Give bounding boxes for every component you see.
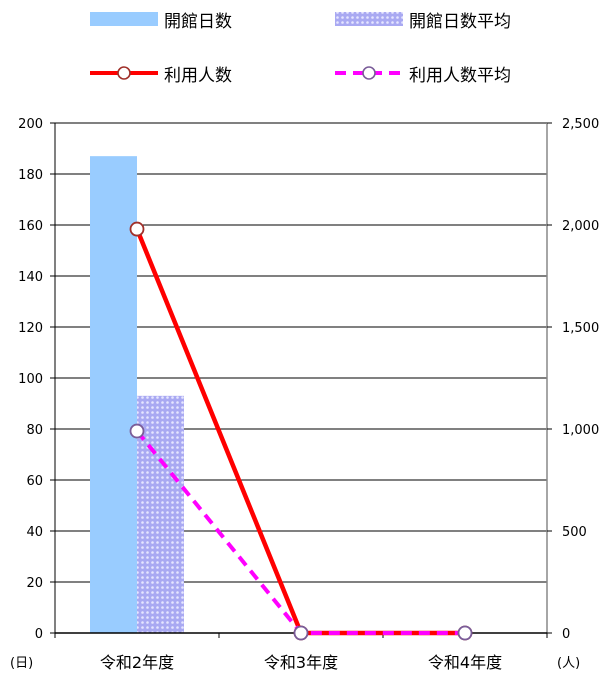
left-tick-label: 0 [35, 627, 43, 642]
left-tick-label: 60 [26, 474, 43, 489]
legend-label: 利用人数 [164, 66, 232, 86]
right-tick-label: 1,000 [562, 423, 599, 438]
left-tick-label: 80 [26, 423, 43, 438]
left-tick-label: 200 [18, 117, 43, 132]
category-label: 令和3年度 [264, 653, 338, 672]
lines [129, 221, 473, 641]
legend-label: 利用人数平均 [409, 66, 511, 86]
legend-swatch [335, 12, 403, 26]
left-tick-label: 120 [18, 321, 43, 336]
data-point [129, 423, 145, 439]
category-label: 令和2年度 [100, 653, 174, 672]
legend-marker [362, 66, 376, 80]
left-tick-label: 140 [18, 270, 43, 285]
right-axis-unit: (人) [557, 656, 580, 671]
right-tick-label: 0 [562, 627, 570, 642]
data-point [293, 625, 309, 641]
right-tick-label: 1,500 [562, 321, 599, 336]
legend-swatch [90, 12, 158, 26]
bar [90, 156, 137, 633]
left-tick-label: 180 [18, 168, 43, 183]
average-users-line [135, 429, 465, 635]
right-tick-label: 2,000 [562, 219, 599, 234]
left-tick-label: 20 [26, 576, 43, 591]
right-tick-label: 2,500 [562, 117, 599, 132]
legend-label: 開館日数 [164, 12, 232, 32]
right-axis-ticks: 0 500 1,000 1,500 2,000 2,500 [562, 117, 599, 642]
users-line [134, 228, 465, 636]
left-axis-unit: (日) [10, 656, 33, 671]
left-tick-label: 160 [18, 219, 43, 234]
left-tick-label: 100 [18, 372, 43, 387]
right-tick-label: 500 [562, 525, 587, 540]
bar [137, 395, 184, 633]
category-labels: 令和2年度 令和3年度 令和4年度 [100, 653, 502, 672]
data-point [129, 221, 145, 237]
category-label: 令和4年度 [428, 653, 502, 672]
left-tick-label: 40 [26, 525, 43, 540]
bars [90, 156, 184, 633]
legend-label: 開館日数平均 [409, 12, 511, 32]
data-point [457, 625, 473, 641]
legend-marker [117, 66, 131, 80]
left-axis-ticks: 0 20 40 60 80 100 120 140 160 180 200 [18, 117, 43, 642]
